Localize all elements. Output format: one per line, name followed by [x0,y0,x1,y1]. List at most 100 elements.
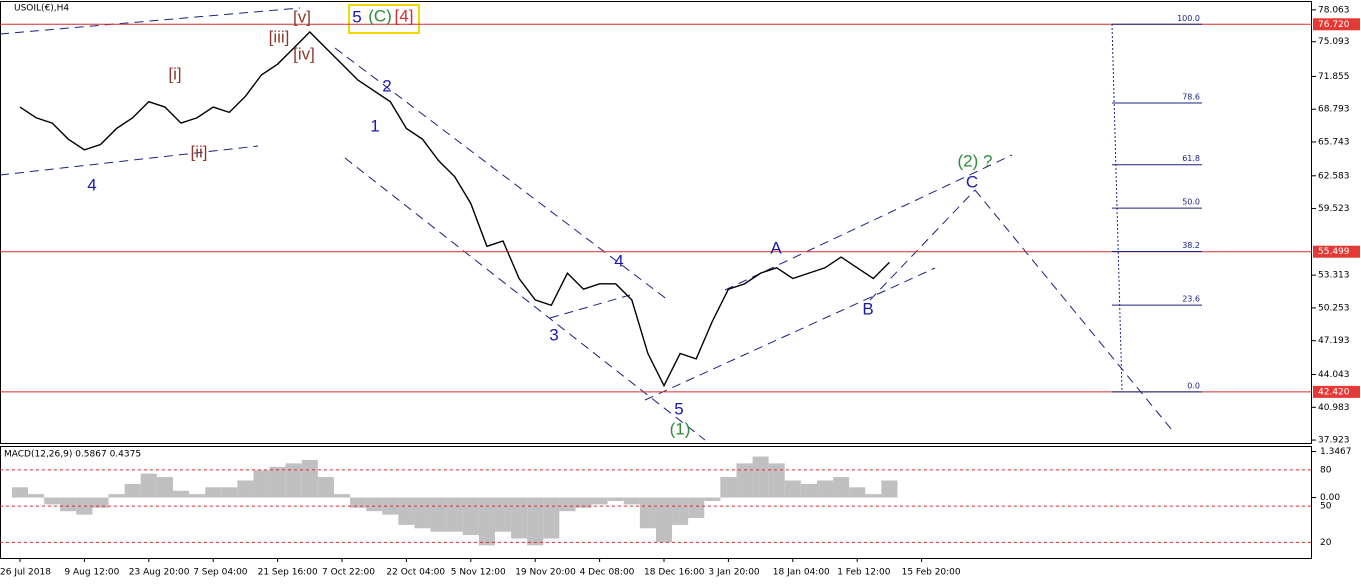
macd-bar [366,497,383,512]
macd-bar [607,497,624,501]
macd-bar [833,477,850,498]
macd-bar [92,497,109,508]
macd-bar [575,497,592,508]
wave-label: B [862,299,873,318]
y2-tick-label: 50 [1320,502,1332,512]
trend-line [334,47,669,301]
x-tick-label: 5 Nov 12:00 [451,568,506,578]
macd-bar [784,480,801,498]
level-label: 76.720 [1318,20,1350,30]
macd-bar [768,463,785,498]
macd-bar [849,487,866,498]
x-tick-label: 23 Aug 20:00 [129,568,190,578]
wave-label: [4] [395,6,414,25]
macd-bar [108,494,125,498]
trend-line [0,145,259,176]
macd-bar [720,477,737,498]
fib-label: 23.6 [1182,295,1200,304]
wave-label: (1) [670,419,691,438]
level-label-bg [1313,385,1360,398]
y-tick-label: 40.983 [1318,403,1350,413]
level-label: 42.420 [1318,387,1350,397]
x-tick-label: 3 Jan 20:00 [708,568,760,578]
macd-bar [60,497,77,512]
macd-bar [333,494,351,498]
macd-bar [478,497,495,546]
fib-label: 38.2 [1182,241,1200,250]
fib-label: 61.8 [1182,154,1200,163]
fib-label: 50.0 [1182,198,1200,207]
y-tick-label: 0.00 [1320,493,1340,503]
y-tick-label: 78.063 [1318,5,1350,15]
macd-bar [253,470,270,498]
macd-bar [881,480,898,498]
trend-line [974,189,1173,431]
wave-label: [v] [293,7,311,26]
macd-bar [269,466,286,498]
y2-tick-label: 20 [1320,538,1332,548]
x-tick-label: 19 Nov 20:00 [515,568,576,578]
y-tick-label: 50.253 [1318,303,1350,313]
macd-bar [221,487,238,498]
y-tick-label: 53.313 [1318,271,1350,281]
fib-label: 0.0 [1187,381,1200,390]
wave-label: 3 [549,325,558,344]
trend-lines [0,7,1173,441]
macd-bar [655,497,673,542]
macd-bar [430,497,447,532]
y2-tick-label: 80 [1320,465,1332,475]
macd-bar [865,494,882,498]
macd-bar [639,497,656,529]
x-tick-label: 21 Sep 16:00 [258,568,318,578]
macd-bar [543,497,560,539]
macd-bar [44,497,61,505]
macd-bar [800,483,817,498]
y-tick-label: 75.093 [1318,37,1350,47]
wave-label: 4 [87,175,96,194]
macd-bar [816,480,834,498]
wave-label: A [770,238,782,257]
level-label-bg [1313,245,1360,258]
macd-title: MACD(12,26,9) 0.5867 0.4375 [4,450,141,460]
macd-bar [28,494,45,498]
macd-bar [172,490,190,498]
macd-bar [140,473,157,498]
wave-label: [iii] [269,27,290,46]
x-tick-label: 4 Dec 08:00 [580,568,635,578]
wave-label: [ii] [191,142,208,161]
macd-bar [688,497,705,519]
macd-bar [285,463,302,498]
macd-bar [11,487,29,498]
macd-bar [189,494,206,498]
macd-bar [446,497,463,532]
fib-line [1111,23,1123,391]
macd-bar [414,497,431,529]
macd-bar [511,497,528,539]
macd-bar [350,497,367,508]
macd-bar [704,497,721,501]
wave-label: 1 [370,116,379,135]
y-tick-label: 59.523 [1318,204,1350,214]
x-tick-label: 9 Aug 12:00 [64,568,119,578]
y-tick-label: 71.855 [1318,72,1350,82]
macd-bar [205,487,222,498]
macd-bar [237,480,254,498]
trend-line [724,154,1013,291]
wave-label: (C) [368,6,392,25]
macd-bar [623,497,640,505]
macd-bar [736,463,753,498]
macd-bar [156,477,173,498]
chart-title: USOIL(€),H4 [14,4,69,14]
macd-bar [672,497,689,525]
y-tick-label: 37.923 [1318,436,1350,446]
macd-bar [317,477,334,498]
macd-bar [301,459,318,498]
macd-bar [752,456,769,498]
x-tick-label: 7 Sep 04:00 [193,568,248,578]
wave-label: C [966,172,978,191]
y-tick-label: 62.583 [1318,171,1350,181]
label-box [348,4,420,34]
trend-line [344,157,706,441]
trend-line [869,189,976,301]
wave-label: [iv] [293,44,315,63]
